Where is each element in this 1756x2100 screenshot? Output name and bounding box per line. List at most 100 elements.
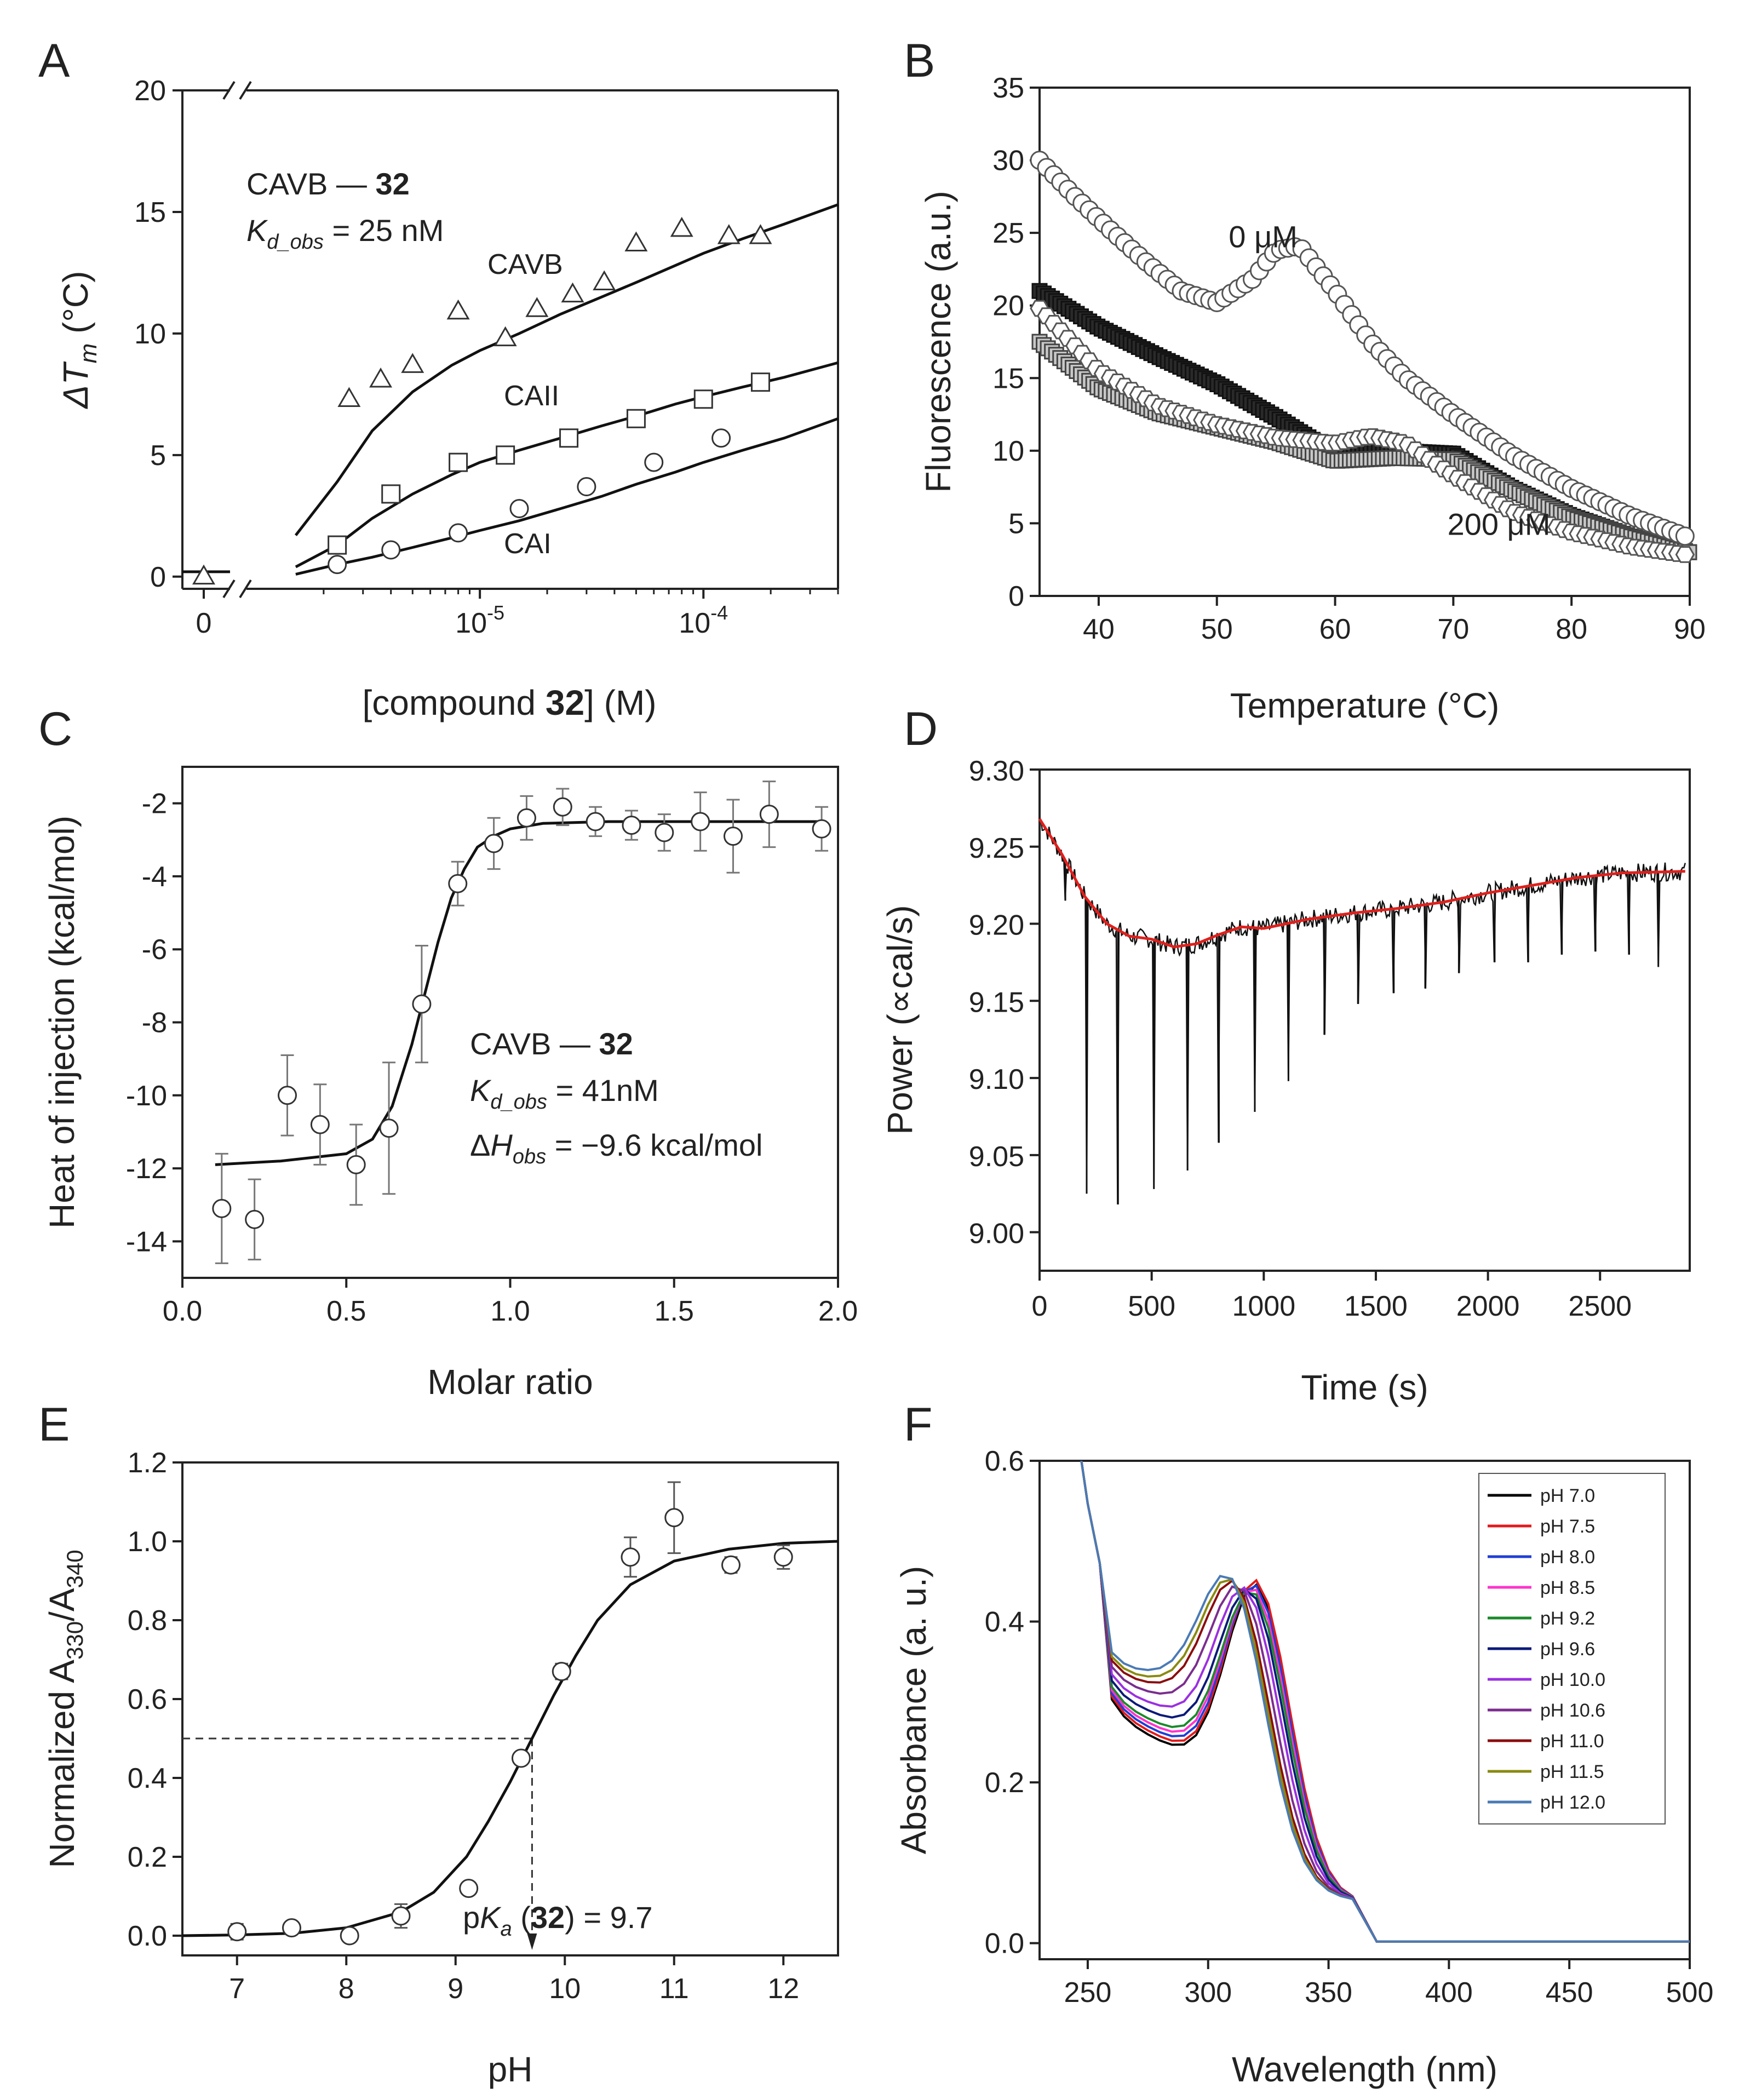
c-annotation-k-sub: d_obs (490, 1091, 547, 1114)
d-x-tick-label: 1500 (1344, 1290, 1408, 1322)
a-x-label-bold: 32 (546, 683, 584, 722)
c-y-tick-label: -14 (126, 1226, 167, 1258)
b-y-tick-label: 5 (1008, 508, 1024, 540)
f-x-tick-label: 450 (1546, 1977, 1593, 2009)
f-legend-label: pH 12.0 (1540, 1792, 1605, 1813)
b-x-tick-label: 70 (1437, 613, 1469, 645)
a-y-tick-label: 15 (134, 197, 166, 228)
a-y-label-sub: m (75, 343, 102, 364)
d-y-tick-label: 9.15 (969, 986, 1024, 1018)
f-y-tick-label: 0.4 (985, 1606, 1024, 1638)
b-annotation-0: 0 μM (1229, 220, 1298, 254)
a-axis-break-mark (239, 81, 252, 100)
c-data-point (212, 1198, 232, 1218)
a-y-axis-label: ΔTm (°C) (56, 271, 102, 410)
b-y-tick-label: 10 (992, 435, 1024, 467)
c-y-tick-label: -6 (142, 934, 167, 966)
a-x-label-pre: [compound (362, 683, 545, 722)
c-data-point (812, 819, 831, 839)
c-data-point (412, 994, 432, 1014)
e-data-point (282, 1918, 301, 1938)
a-annotation-text: CAVB — (246, 167, 375, 201)
c-annotation-kd: Kd_obs = 41nM (470, 1073, 659, 1114)
a-point-cai (381, 540, 401, 560)
b-y-tick-label: 35 (992, 72, 1024, 104)
a-point-cavb (749, 224, 772, 244)
panel-e-pka-titration: 0.0 0.2 0.4 0.6 0.8 1.0 1.2 7 8 9 10 11 12 pKa (32) =… (42, 1447, 839, 2089)
a-point-cai (577, 477, 596, 497)
e-y-tick-label: 0.2 (128, 1841, 167, 1873)
panel-label-a: A (38, 35, 70, 87)
e-data-point (552, 1662, 571, 1682)
b-y-axis-label: Fluorescence (a.u.) (919, 191, 958, 492)
panel-d-itc-raw: 9.00 9.05 9.10 9.15 9.20 9.25 9.30 0 500 1000 1500… (880, 755, 1691, 1407)
b-y-tick-label: 25 (992, 217, 1024, 249)
b-y-tick-label: 0 (1008, 581, 1024, 612)
a-point-cai (509, 499, 529, 519)
f-spectrum-line (1080, 1461, 1690, 1943)
d-x-tick-label: 500 (1128, 1290, 1175, 1322)
f-legend-label: pH 7.5 (1540, 1516, 1595, 1537)
c-x-axis-label: Molar ratio (427, 1362, 593, 1402)
b-y-tick-label: 20 (992, 290, 1024, 322)
e-y-label-main: Normalized A (42, 1660, 82, 1868)
a-x-axis-label: [compound 32] (M) (362, 683, 656, 722)
a-axis-break-mark (222, 81, 236, 100)
e-y-label-sub1: 330 (62, 1621, 88, 1660)
c-annotation-text: CAVB — (470, 1026, 599, 1061)
e-pka-arrow-head (527, 1933, 537, 1950)
a-fit-cavb (294, 203, 839, 536)
c-y-axis-label: Heat of injection (kcal/mol) (42, 816, 82, 1229)
c-y-tick-label: -8 (142, 1007, 167, 1039)
b-x-tick-label: 90 (1674, 613, 1706, 645)
e-data-point (511, 1748, 531, 1768)
f-plot-frame (1038, 1460, 1691, 1960)
d-y-tick-label: 9.25 (969, 833, 1024, 864)
e-data-point (664, 1508, 684, 1528)
a-x-tick-exp: -5 (487, 601, 504, 624)
a-point-cavb (369, 368, 393, 388)
panel-b-melting-curves: 0 5 10 15 20 25 30 35 40 50 60 70 80 90 0 μM 200 μM Temp… (919, 72, 1706, 725)
a-point-cavb (401, 353, 424, 373)
c-y-tick-label: -4 (142, 861, 167, 893)
a-point-caii (559, 428, 579, 448)
a-annotation-line1: CAVB — 32 (246, 167, 410, 201)
e-data-point (227, 1922, 247, 1942)
d-plot-frame (1038, 768, 1691, 1272)
a-y-tick-label: 5 (150, 440, 166, 472)
e-plot-frame (181, 1461, 839, 1956)
a-point-cavb (593, 270, 616, 290)
c-annotation-line1: CAVB — 32 (470, 1026, 633, 1061)
panel-label-f: F (904, 1398, 933, 1451)
a-point-caii (381, 484, 401, 504)
c-y-tick-label: -12 (126, 1153, 167, 1185)
c-annotation-k: K (470, 1073, 492, 1108)
a-point-caii (750, 372, 770, 392)
d-y-tick-label: 9.20 (969, 910, 1024, 942)
a-point-caii (626, 409, 646, 428)
b-x-tick-label: 80 (1556, 613, 1587, 645)
a-point-caii (693, 389, 713, 409)
e-x-tick-label: 7 (229, 1973, 245, 2005)
a-point-cavb (624, 231, 648, 251)
f-x-tick-label: 250 (1064, 1977, 1112, 2009)
b-y-tick-label: 30 (992, 145, 1024, 177)
f-spectra-group (1080, 1461, 1690, 1943)
c-data-point (723, 827, 743, 846)
a-fit-caii (295, 361, 839, 569)
a-point-cavb (525, 297, 549, 317)
f-legend-label: pH 10.6 (1540, 1700, 1605, 1721)
f-x-tick-label: 400 (1425, 1977, 1473, 2009)
e-y-tick-label: 0.0 (128, 1920, 167, 1952)
e-y-tick-label: 1.2 (128, 1447, 167, 1479)
c-y-tick-label: -10 (126, 1080, 167, 1112)
a-annotation-k: K (246, 213, 268, 248)
a-y-tick-label: 20 (134, 75, 166, 107)
c-annotation-dh: ΔHobs = −9.6 kcal/mol (470, 1128, 762, 1168)
e-pka-p: p (463, 1900, 480, 1935)
a-point-cavb (337, 387, 361, 408)
a-zero-marker (192, 564, 215, 585)
c-plot-frame (181, 766, 839, 1279)
